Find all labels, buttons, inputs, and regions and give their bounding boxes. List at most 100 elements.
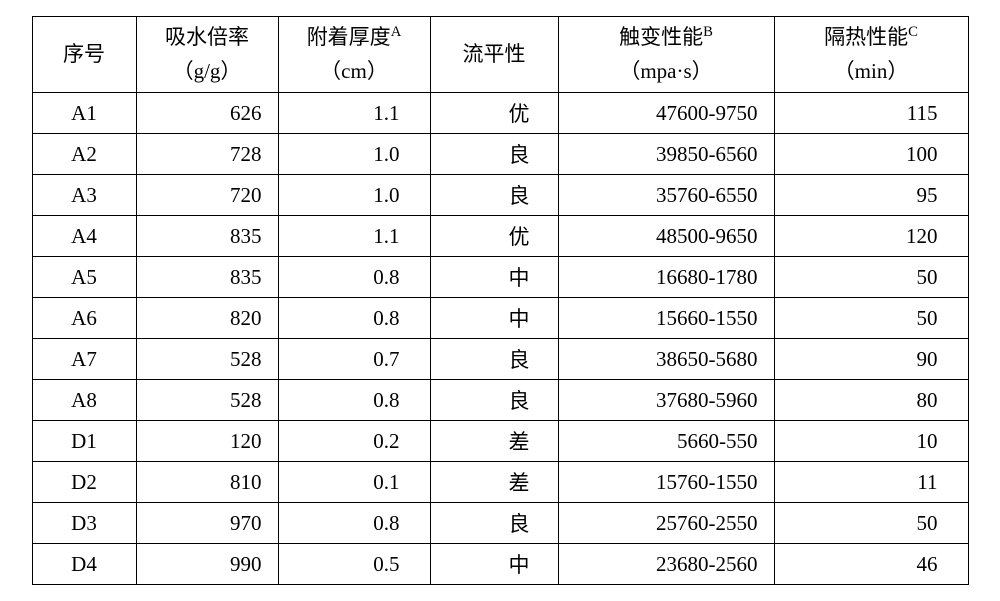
header-insul-sup: C [908,24,918,40]
cell-insul: 11 [774,462,968,503]
header-row: 序号 吸水倍率 （g/g） 附着厚度A （cm） 流平性 触变性能B （mpa·… [32,17,968,93]
header-thixo-sup: B [703,24,713,40]
cell-thixo: 35760-6550 [558,175,774,216]
cell-insul: 120 [774,216,968,257]
col-header-thickness: 附着厚度A （cm） [278,17,430,93]
cell-leveling: 中 [430,544,558,585]
cell-leveling: 良 [430,134,558,175]
cell-id: A2 [32,134,136,175]
table-row: D28100.1差15760-155011 [32,462,968,503]
table-row: D11200.2差5660-55010 [32,421,968,462]
cell-absorb: 835 [136,216,278,257]
cell-thixo: 48500-9650 [558,216,774,257]
cell-insul: 115 [774,93,968,134]
cell-absorb: 720 [136,175,278,216]
table-row: D49900.5中23680-256046 [32,544,968,585]
cell-insul: 46 [774,544,968,585]
cell-leveling: 优 [430,93,558,134]
col-header-insul: 隔热性能C （min） [774,17,968,93]
cell-insul: 80 [774,380,968,421]
cell-thixo: 47600-9750 [558,93,774,134]
cell-thixo: 37680-5960 [558,380,774,421]
header-insul-l2: （min） [834,59,909,83]
table-row: A16261.1优47600-9750115 [32,93,968,134]
col-header-id: 序号 [32,17,136,93]
cell-thickness: 0.8 [278,298,430,339]
cell-insul: 90 [774,339,968,380]
cell-id: D3 [32,503,136,544]
cell-leveling: 良 [430,175,558,216]
cell-insul: 95 [774,175,968,216]
table-row: A68200.8中15660-155050 [32,298,968,339]
col-header-leveling: 流平性 [430,17,558,93]
header-absorb-l1: 吸水倍率 [165,25,249,49]
cell-leveling: 良 [430,339,558,380]
header-absorb-l2: （g/g） [173,59,242,83]
table-row: A48351.1优48500-9650120 [32,216,968,257]
cell-thickness: 0.7 [278,339,430,380]
cell-id: D1 [32,421,136,462]
cell-thickness: 1.0 [278,175,430,216]
cell-id: A7 [32,339,136,380]
cell-insul: 50 [774,298,968,339]
cell-id: A6 [32,298,136,339]
table-row: A85280.8良37680-596080 [32,380,968,421]
cell-id: A5 [32,257,136,298]
cell-absorb: 728 [136,134,278,175]
cell-leveling: 差 [430,421,558,462]
data-table: 序号 吸水倍率 （g/g） 附着厚度A （cm） 流平性 触变性能B （mpa·… [32,16,969,585]
cell-thixo: 16680-1780 [558,257,774,298]
cell-insul: 100 [774,134,968,175]
header-thixo-l1: 触变性能 [619,25,703,49]
table-header: 序号 吸水倍率 （g/g） 附着厚度A （cm） 流平性 触变性能B （mpa·… [32,17,968,93]
cell-thickness: 1.1 [278,93,430,134]
cell-absorb: 810 [136,462,278,503]
cell-leveling: 中 [430,298,558,339]
cell-thixo: 25760-2550 [558,503,774,544]
cell-absorb: 990 [136,544,278,585]
cell-id: D4 [32,544,136,585]
cell-absorb: 528 [136,380,278,421]
cell-thickness: 0.8 [278,380,430,421]
cell-id: A1 [32,93,136,134]
cell-insul: 50 [774,257,968,298]
cell-absorb: 528 [136,339,278,380]
cell-id: A4 [32,216,136,257]
col-header-absorb: 吸水倍率 （g/g） [136,17,278,93]
cell-thixo: 38650-5680 [558,339,774,380]
header-thickness-l1: 附着厚度 [307,25,391,49]
cell-id: A3 [32,175,136,216]
table-row: A58350.8中16680-178050 [32,257,968,298]
header-thickness-sup: A [391,24,402,40]
col-header-thixo: 触变性能B （mpa·s） [558,17,774,93]
cell-leveling: 良 [430,503,558,544]
cell-thickness: 0.8 [278,503,430,544]
header-insul-l1: 隔热性能 [824,25,908,49]
cell-leveling: 良 [430,380,558,421]
header-id-label: 序号 [63,42,105,66]
header-thixo-l2: （mpa·s） [619,59,712,83]
cell-absorb: 820 [136,298,278,339]
cell-thixo: 15760-1550 [558,462,774,503]
header-leveling-label: 流平性 [463,42,526,66]
cell-absorb: 120 [136,421,278,462]
table-container: 序号 吸水倍率 （g/g） 附着厚度A （cm） 流平性 触变性能B （mpa·… [12,6,989,595]
cell-thixo: 15660-1550 [558,298,774,339]
cell-thickness: 0.8 [278,257,430,298]
cell-thickness: 0.2 [278,421,430,462]
cell-absorb: 626 [136,93,278,134]
cell-absorb: 970 [136,503,278,544]
cell-leveling: 中 [430,257,558,298]
table-body: A16261.1优47600-9750115A27281.0良39850-656… [32,93,968,585]
cell-id: A8 [32,380,136,421]
cell-thixo: 23680-2560 [558,544,774,585]
cell-insul: 10 [774,421,968,462]
cell-insul: 50 [774,503,968,544]
cell-thixo: 39850-6560 [558,134,774,175]
cell-thixo: 5660-550 [558,421,774,462]
table-row: A75280.7良38650-568090 [32,339,968,380]
table-row: A27281.0良39850-6560100 [32,134,968,175]
cell-thickness: 0.5 [278,544,430,585]
header-thickness-l2: （cm） [320,59,388,83]
cell-absorb: 835 [136,257,278,298]
